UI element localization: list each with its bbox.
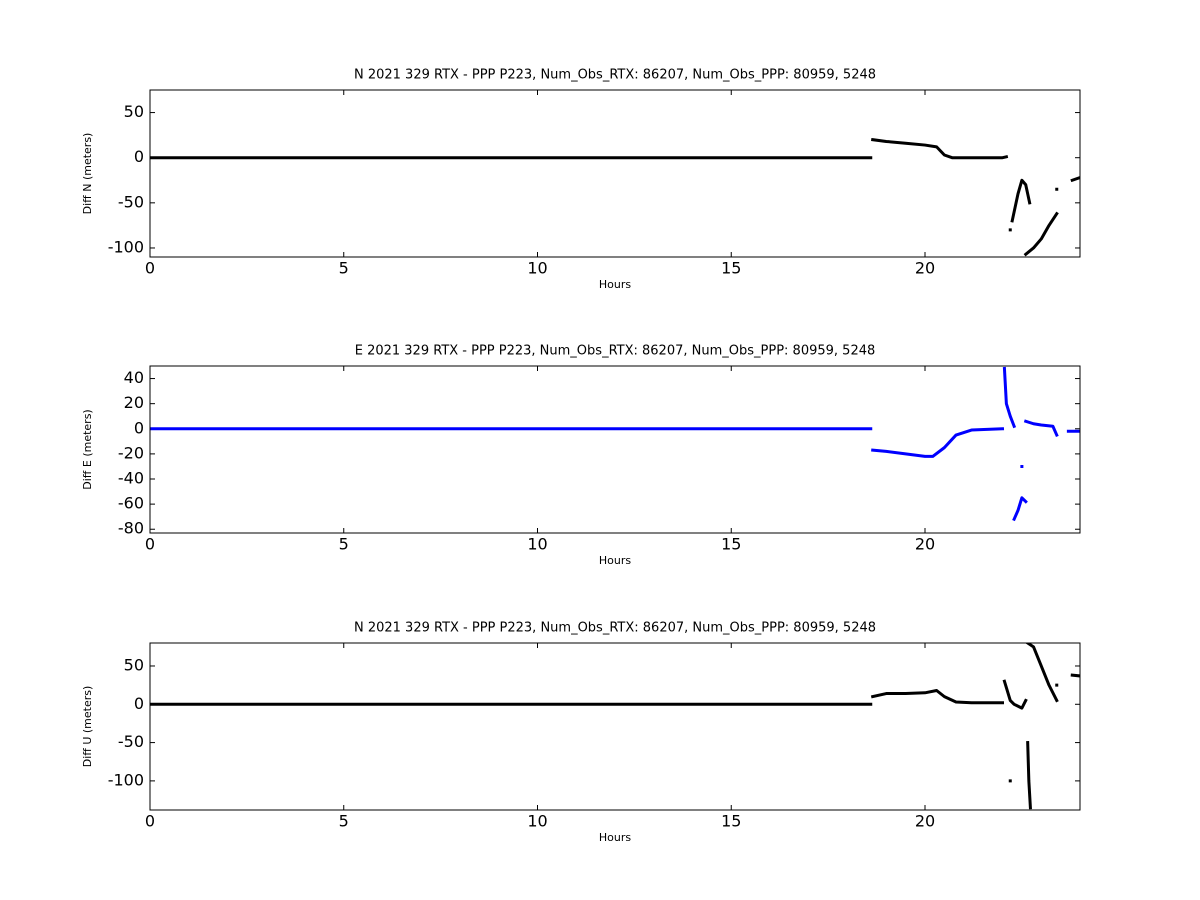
- x-tick-label: 0: [145, 259, 155, 278]
- x-axis-label: Hours: [599, 554, 631, 567]
- x-tick-label: 15: [721, 535, 741, 554]
- y-tick-label: 0: [134, 694, 144, 713]
- x-tick-label: 15: [721, 259, 741, 278]
- x-tick-label: 5: [339, 259, 349, 278]
- y-axis-label: Diff U (meters): [81, 686, 94, 768]
- y-tick-label: -80: [118, 519, 144, 538]
- chart-title: N 2021 329 RTX - PPP P223, Num_Obs_RTX: …: [354, 621, 876, 636]
- axes-frame: [149, 642, 1081, 811]
- y-tick-label: -100: [108, 237, 144, 256]
- chart-title: E 2021 329 RTX - PPP P223, Num_Obs_RTX: …: [355, 344, 876, 359]
- y-tick-label: -40: [118, 469, 144, 488]
- y-axis-label: Diff E (meters): [81, 409, 94, 489]
- y-tick-label: 40: [124, 368, 144, 387]
- x-tick-label: 10: [527, 259, 547, 278]
- y-tick-label: -60: [118, 494, 144, 513]
- y-tick-label: -100: [108, 770, 144, 789]
- y-tick-label: 20: [124, 393, 144, 412]
- data-line: [150, 137, 1080, 257]
- x-tick-label: 0: [145, 535, 155, 554]
- x-tick-label: 5: [339, 535, 349, 554]
- y-tick-label: 0: [134, 418, 144, 437]
- chart-title: N 2021 329 RTX - PPP P223, Num_Obs_RTX: …: [354, 68, 876, 83]
- y-axis-label: Diff N (meters): [81, 133, 94, 215]
- plot-area: [150, 137, 1080, 257]
- axes-frame: [149, 365, 1081, 534]
- x-tick-label: 20: [915, 259, 935, 278]
- data-line: [150, 643, 1080, 810]
- data-line: [150, 366, 1080, 522]
- y-tick-label: 0: [134, 147, 144, 166]
- x-axis-label: Hours: [599, 278, 631, 291]
- y-tick-label: 50: [124, 655, 144, 674]
- x-tick-label: 5: [339, 812, 349, 831]
- x-tick-label: 10: [527, 535, 547, 554]
- x-tick-label: 15: [721, 812, 741, 831]
- x-tick-label: 20: [915, 535, 935, 554]
- y-tick-label: -50: [118, 732, 144, 751]
- plot-area: [150, 366, 1080, 522]
- plot-area: [150, 643, 1080, 810]
- axes-frame: [149, 89, 1081, 258]
- x-tick-label: 0: [145, 812, 155, 831]
- y-tick-label: 50: [124, 102, 144, 121]
- x-tick-label: 20: [915, 812, 935, 831]
- x-tick-label: 10: [527, 812, 547, 831]
- y-tick-label: -50: [118, 192, 144, 211]
- x-axis-label: Hours: [599, 831, 631, 844]
- y-tick-label: -20: [118, 443, 144, 462]
